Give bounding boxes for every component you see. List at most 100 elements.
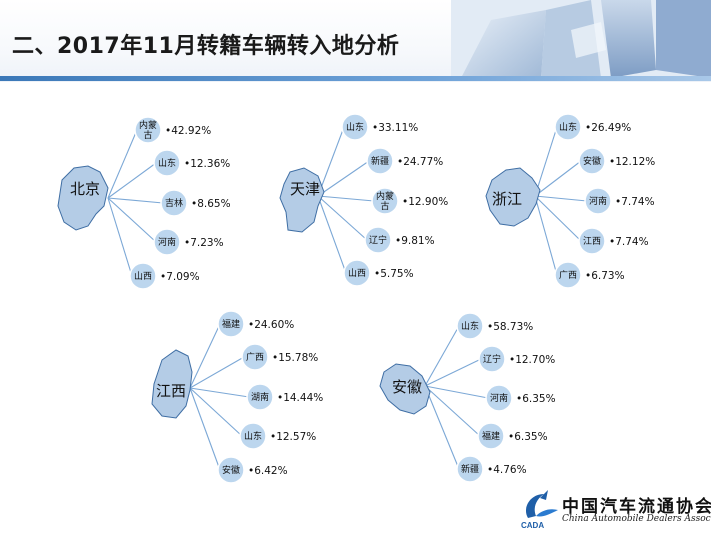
origin-group-0: 北京 内蒙古 •42.92% 山东 •12.36% 吉林 •8.65% 河南 •7.23% 山西 •…: [57, 116, 231, 290]
destination-circle: [246, 383, 274, 411]
destination-percent: •24.60%: [248, 319, 294, 331]
destination-circle: [217, 456, 245, 484]
connector-line: [534, 126, 558, 197]
destination-label: 山东: [559, 121, 577, 133]
origin-province-label: 安徽: [392, 378, 422, 396]
destination-label: 安徽: [222, 464, 240, 476]
destination-percent: •6.73%: [585, 270, 625, 282]
destination-circle: [578, 227, 606, 255]
destination-circle: [578, 147, 606, 175]
destination-circle: [153, 228, 181, 256]
destination-label: 湖南: [251, 391, 269, 403]
connector-line: [107, 197, 157, 243]
destination-circle: [366, 147, 394, 175]
destination-circle: [371, 187, 399, 215]
destination-percent: •6.35%: [516, 393, 556, 405]
destination-circle: [584, 187, 612, 215]
destination-circle: [343, 259, 371, 287]
destination-percent: •15.78%: [272, 352, 318, 364]
destination-label: 福建: [482, 430, 500, 442]
destination-percent: •8.65%: [191, 198, 231, 210]
destination-circle: [456, 312, 484, 340]
destination-circle: [217, 310, 245, 338]
destination-circle: [554, 113, 582, 141]
destination-label: 山东: [346, 121, 364, 133]
province-map-shape: [57, 165, 109, 231]
destination-circle: [134, 116, 162, 144]
destination-percent: •24.77%: [397, 156, 443, 168]
destination-percent: •12.57%: [270, 431, 316, 443]
connector-line: [107, 162, 157, 199]
connector-line: [317, 195, 368, 241]
province-map-shape: [151, 349, 193, 419]
connector-line: [424, 385, 489, 399]
destination-circle: [239, 422, 267, 450]
connector-line: [107, 197, 164, 204]
origin-province-label: 浙江: [492, 190, 522, 208]
destination-percent: •7.74%: [615, 196, 655, 208]
destination-percent: •6.42%: [248, 465, 288, 477]
origin-group-2: 浙江 山东 •26.49% 安徽 •12.12% 河南 •7.74% 江西 •7.74% 广西 •6…: [485, 113, 655, 289]
destination-label: 山西: [348, 268, 366, 279]
destination-label: 山东: [158, 157, 176, 169]
destination-percent: •7.09%: [160, 271, 200, 283]
connector-line: [424, 358, 482, 387]
destination-label: 新疆: [371, 155, 389, 167]
destination-circle: [478, 345, 506, 373]
destination-label: 山东: [461, 320, 479, 332]
destination-label: 江西: [583, 236, 601, 247]
destination-percent: •6.35%: [508, 431, 548, 443]
destination-percent: •4.76%: [487, 464, 527, 476]
destination-percent: •58.73%: [487, 321, 533, 333]
destination-label: 山东: [244, 430, 262, 442]
origin-province-label: 天津: [290, 180, 320, 198]
destination-label: 河南: [158, 236, 176, 248]
destination-label: 内蒙古: [376, 190, 394, 212]
destination-circle: [477, 422, 505, 450]
destination-circle: [364, 226, 392, 254]
org-name-en: China Automobile Dealers Association: [562, 514, 711, 524]
connector-line: [107, 197, 133, 277]
province-map-shape: [379, 363, 431, 415]
destination-percent: •7.74%: [609, 236, 649, 248]
connector-line: [534, 160, 582, 197]
origin-group-1: 天津 山东 •33.11% 新疆 •24.77% 内蒙古 •12.90% 辽宁 •9.81% 山西…: [279, 113, 448, 287]
destination-percent: •26.49%: [585, 122, 631, 134]
destination-label: 新疆: [461, 463, 479, 475]
destination-circle: [456, 455, 484, 483]
destination-percent: •12.90%: [402, 196, 448, 208]
cada-logo: CADA 中国汽车流通协会 China Automobile Dealers A…: [518, 486, 711, 532]
destination-label: 河南: [589, 195, 607, 207]
connector-line: [424, 385, 460, 470]
title-underline: [0, 76, 711, 81]
connector-line: [317, 195, 375, 202]
destination-circle: [241, 343, 269, 371]
connector-line: [534, 195, 558, 276]
destination-label: 辽宁: [483, 353, 501, 365]
destination-label: 辽宁: [369, 234, 387, 246]
connector-line: [189, 387, 250, 398]
origin-group-4: 安徽 山东 •58.73% 辽宁 •12.70% 河南 •6.35% 福建 •6.35% 新疆 •4…: [379, 312, 556, 483]
destination-percent: •7.23%: [184, 237, 224, 249]
destination-circle: [129, 262, 157, 290]
org-name-cn: 中国汽车流通协会: [562, 497, 711, 517]
connector-line: [189, 387, 221, 471]
connector-line: [534, 195, 588, 202]
origin-province-label: 北京: [70, 180, 100, 198]
destination-percent: •12.70%: [509, 354, 555, 366]
destination-percent: •42.92%: [165, 125, 211, 137]
header-banner: 二、2017年11月转籍车辆转入地分析: [0, 0, 711, 82]
page-title: 二、2017年11月转籍车辆转入地分析: [12, 34, 400, 59]
destination-label: 广西: [559, 269, 577, 281]
origin-group-3: 江西 福建 •24.60% 广西 •15.78% 湖南 •14.44% 山东 •12.57% 安徽…: [151, 310, 323, 484]
logo-abbr: CADA: [521, 521, 544, 530]
connector-line: [317, 195, 347, 274]
destination-label: 河南: [490, 392, 508, 404]
destination-percent: •9.81%: [395, 235, 435, 247]
destination-label: 安徽: [583, 155, 601, 167]
connector-line: [534, 195, 582, 242]
destination-label: 山西: [134, 271, 152, 282]
destination-label: 吉林: [165, 197, 183, 209]
connector-line: [189, 323, 221, 389]
cada-emblem-icon: CADA: [521, 490, 558, 530]
